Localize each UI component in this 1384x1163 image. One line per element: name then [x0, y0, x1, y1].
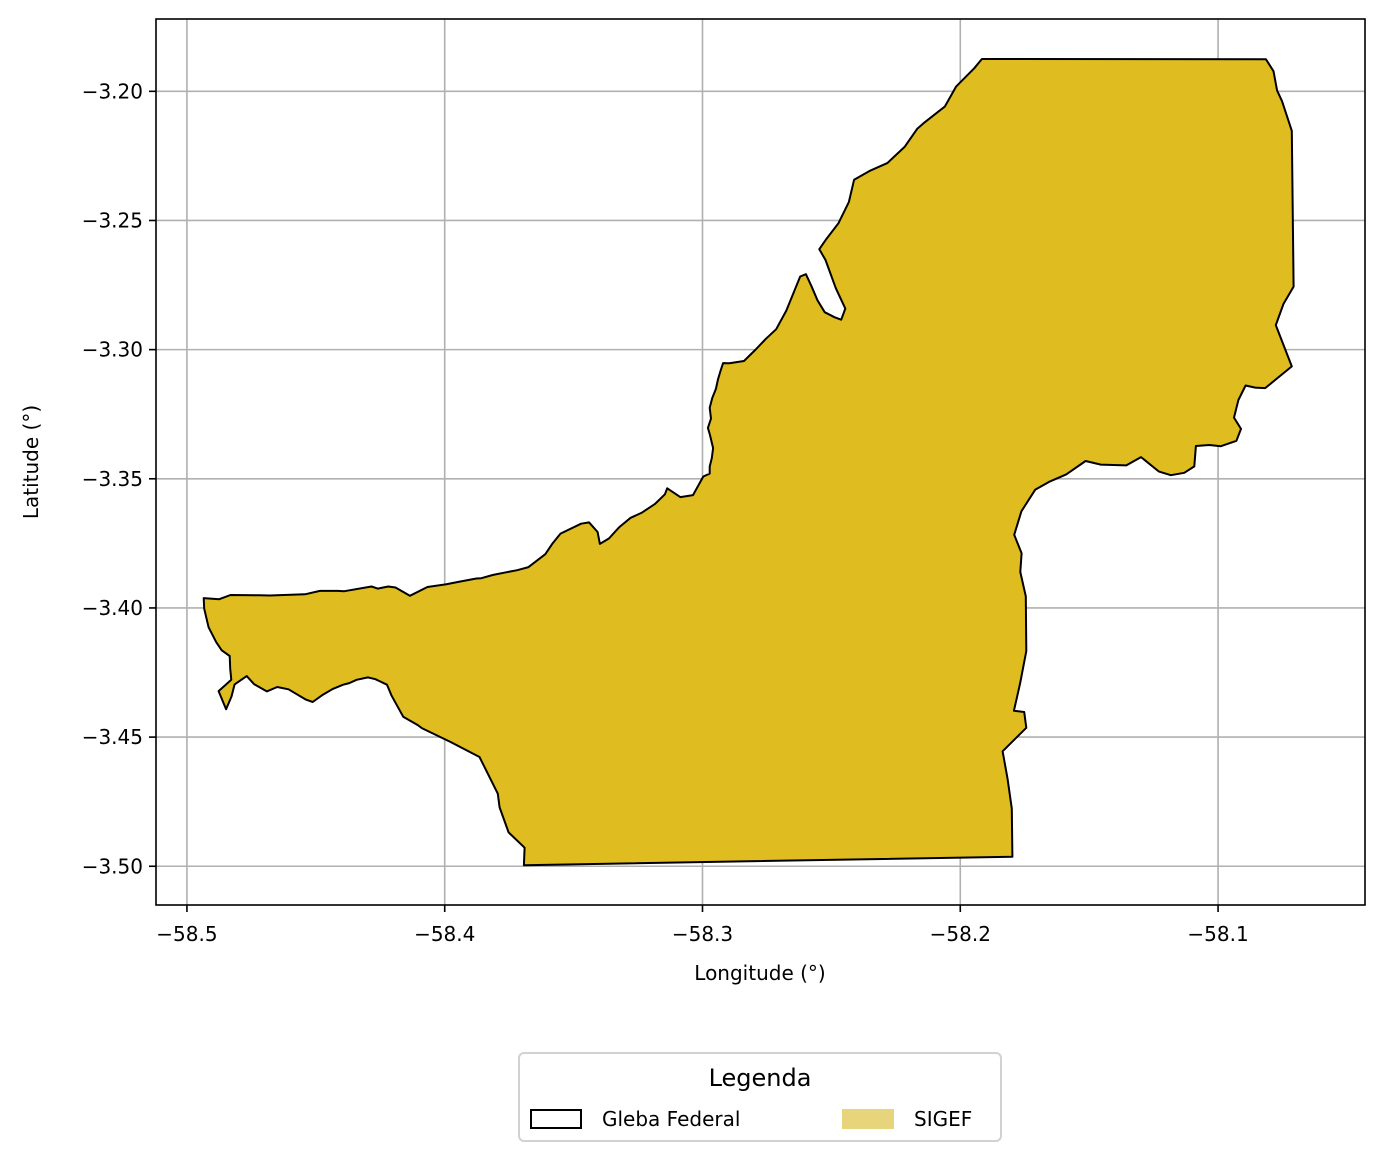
- y-axis-label: Latitude (°): [19, 405, 43, 519]
- x-tick-label: −58.2: [930, 922, 991, 946]
- map-polygons: [202, 58, 1295, 867]
- y-tick-label: −3.25: [82, 208, 143, 232]
- x-axis-ticks: −58.5 −58.4 −58.3 −58.2 −58.1: [156, 905, 1249, 946]
- legend-title: Legenda: [708, 1064, 812, 1092]
- y-tick-label: −3.20: [82, 79, 143, 103]
- y-tick-label: −3.40: [82, 596, 143, 620]
- legend-swatch-outline: [530, 1109, 582, 1129]
- x-tick-label: −58.3: [672, 922, 733, 946]
- x-tick-label: −58.4: [414, 922, 475, 946]
- legend-label: Gleba Federal: [602, 1107, 741, 1131]
- y-tick-label: −3.45: [82, 725, 143, 749]
- x-tick-label: −58.1: [1187, 922, 1248, 946]
- y-tick-label: −3.50: [82, 854, 143, 878]
- legend-swatch-fill: [842, 1109, 894, 1129]
- gleba-federal-polygon: [202, 58, 1295, 867]
- x-tick-label: −58.5: [156, 922, 217, 946]
- y-tick-label: −3.35: [82, 467, 143, 491]
- legend-entry-gleba-federal: Gleba Federal: [530, 1106, 740, 1132]
- legend: Legenda Gleba Federal SIGEF: [518, 1052, 1002, 1142]
- legend-entry-sigef: SIGEF: [842, 1106, 972, 1132]
- y-tick-label: −3.30: [82, 338, 143, 362]
- y-axis-ticks: −3.20 −3.25 −3.30 −3.35 −3.40 −3.45 −3.50: [82, 79, 156, 878]
- legend-label: SIGEF: [914, 1107, 973, 1131]
- axes-frame: [155, 18, 1366, 906]
- x-axis-label: Longitude (°): [694, 961, 825, 985]
